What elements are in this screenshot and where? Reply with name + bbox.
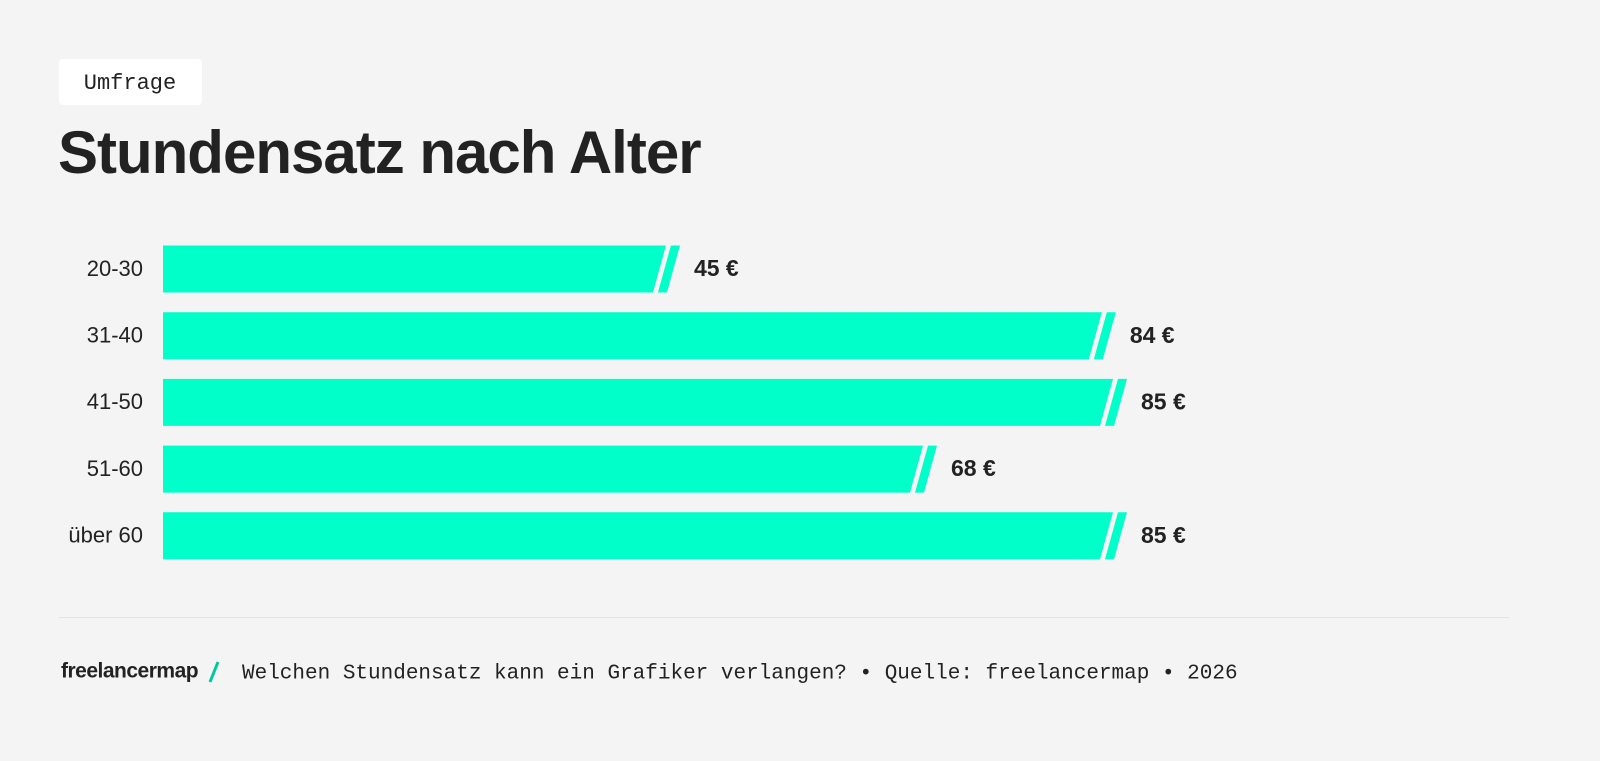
bar-cap bbox=[657, 245, 680, 293]
bar-cap bbox=[915, 445, 937, 493]
logo-slash bbox=[208, 661, 220, 683]
tag: Umfrage bbox=[84, 71, 176, 96]
y-tick-label: über 60 bbox=[68, 523, 143, 548]
footer-logo: freelancermap bbox=[61, 660, 198, 683]
bar bbox=[163, 245, 666, 293]
bar bbox=[163, 312, 1102, 360]
value-label: 85 € bbox=[1141, 388, 1186, 414]
bar-cap bbox=[1105, 378, 1127, 426]
footer-text: Welchen Stundensatz kann ein Grafiker ve… bbox=[242, 663, 1238, 686]
value-label: 45 € bbox=[694, 255, 739, 281]
bar-cap bbox=[1105, 512, 1127, 560]
value-label: 84 € bbox=[1130, 322, 1175, 348]
bar bbox=[163, 378, 1113, 426]
tag-box bbox=[59, 59, 202, 105]
y-tick-label: 41-50 bbox=[87, 389, 143, 414]
y-tick-label: 20-30 bbox=[87, 256, 143, 281]
value-label: 68 € bbox=[951, 455, 996, 481]
bar-cap bbox=[1093, 312, 1116, 360]
bar bbox=[163, 512, 1113, 560]
y-tick-label: 31-40 bbox=[87, 323, 143, 348]
chart-title: Stundensatz nach Alter bbox=[58, 119, 701, 186]
bar bbox=[163, 445, 923, 493]
y-tick-label: 51-60 bbox=[87, 456, 143, 481]
value-label: 85 € bbox=[1141, 522, 1186, 548]
